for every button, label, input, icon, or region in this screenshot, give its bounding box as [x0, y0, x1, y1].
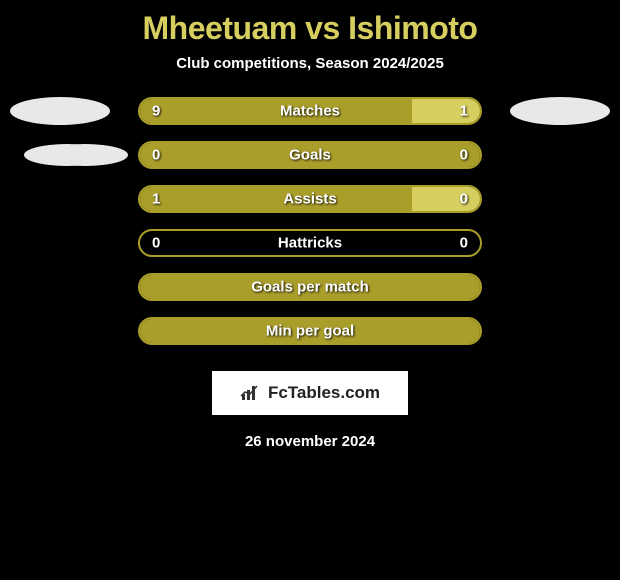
stat-row: Min per goal	[0, 317, 620, 345]
stat-label: Min per goal	[266, 323, 354, 340]
subtitle: Club competitions, Season 2024/2025	[176, 55, 444, 72]
stat-bar: 9 Matches 1	[138, 97, 482, 125]
stat-row: 0 Hattricks 0	[0, 229, 620, 257]
stat-row: 0 Goals 0	[0, 141, 620, 169]
player-ellipse-right	[42, 144, 128, 166]
chart-icon	[240, 384, 262, 402]
comparison-infographic: Mheetuam vs Ishimoto Club competitions, …	[0, 0, 620, 460]
bar-fill-left	[140, 187, 412, 211]
stat-row: 1 Assists 0	[0, 185, 620, 213]
bar-fill-left	[140, 99, 412, 123]
player-ellipse-right	[510, 97, 610, 125]
player-ellipse-left	[10, 97, 110, 125]
stat-value-right: 0	[460, 191, 468, 208]
brand-logo: FcTables.com	[212, 371, 408, 415]
stat-value-left: 9	[152, 103, 160, 120]
stat-label: Hattricks	[278, 235, 342, 252]
stat-bar: Min per goal	[138, 317, 482, 345]
stat-row: 9 Matches 1	[0, 97, 620, 125]
stat-value-left: 0	[152, 147, 160, 164]
stat-bar: 0 Goals 0	[138, 141, 482, 169]
stat-bar: 1 Assists 0	[138, 185, 482, 213]
stat-label: Goals	[289, 147, 331, 164]
stat-bar: 0 Hattricks 0	[138, 229, 482, 257]
bar-fill-right	[412, 187, 480, 211]
stat-label: Assists	[283, 191, 336, 208]
stats-area: 9 Matches 1 0 Goals 0 1 Ass	[0, 97, 620, 450]
stat-value-right: 0	[460, 147, 468, 164]
stat-label: Goals per match	[251, 279, 369, 296]
page-title: Mheetuam vs Ishimoto	[143, 10, 478, 47]
stat-value-left: 0	[152, 235, 160, 252]
stat-value-left: 1	[152, 191, 160, 208]
stat-row: Goals per match	[0, 273, 620, 301]
stat-label: Matches	[280, 103, 340, 120]
bar-fill-right	[412, 99, 480, 123]
stat-value-right: 0	[460, 235, 468, 252]
brand-text: FcTables.com	[268, 383, 380, 403]
stat-bar: Goals per match	[138, 273, 482, 301]
footer-date: 26 november 2024	[245, 433, 375, 450]
stat-value-right: 1	[460, 103, 468, 120]
